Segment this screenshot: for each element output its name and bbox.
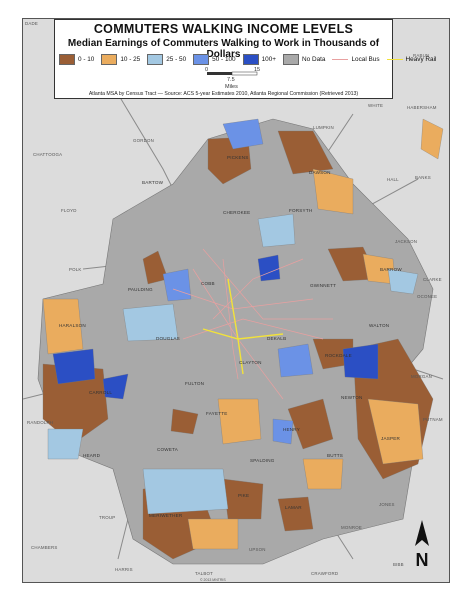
- outside-label-white: WHITE: [368, 103, 383, 108]
- county-label-walton: WALTON: [369, 323, 389, 328]
- outside-label-rabun: RABUN: [413, 53, 429, 58]
- scale-bar: 0 7.5 15 Miles: [205, 67, 265, 91]
- county-label-pike: PIKE: [238, 493, 249, 498]
- map-source: Atlanta MSA by Census Tract — Source: AC…: [88, 91, 359, 97]
- outside-label-harris: HARRIS: [115, 567, 133, 572]
- outside-label-hall: HALL: [387, 177, 399, 182]
- outside-label-clarke: CLARKE: [423, 277, 442, 282]
- legend-item: 100+: [242, 54, 277, 65]
- legend-swatch: [242, 54, 259, 65]
- county-label-jasper: JASPER: [381, 436, 401, 441]
- county-label-spalding: SPALDING: [250, 458, 275, 463]
- scale-tick-1: 7.5: [227, 77, 235, 83]
- scale-bar-graphic: [207, 71, 258, 76]
- legend-label: 25 - 50: [166, 56, 187, 63]
- legend-swatch: [101, 54, 118, 65]
- outside-label-talbot: TALBOT: [195, 571, 213, 576]
- county-label-butts: BUTTS: [327, 453, 343, 458]
- outside-label-floyd: FLOYD: [61, 208, 77, 213]
- outside-label-monroe: MONROE: [341, 525, 362, 530]
- county-label-coweta: COWETA: [157, 447, 179, 452]
- outside-label-polk: POLK: [69, 267, 82, 272]
- outside-label-chattooga: CHATTOOGA: [33, 152, 62, 157]
- outside-label-lumpkin: LUMPKIN: [313, 125, 334, 130]
- county-label-haralson: HARALSON: [59, 323, 86, 328]
- county-label-dawson: DAWSON: [309, 170, 331, 175]
- county-label-dekalb: DEKALB: [267, 336, 286, 341]
- legend-line-swatch: [332, 59, 349, 60]
- outside-label-morgan: MORGAN: [411, 374, 432, 379]
- outside-county-labels: DADE RABUN WHITE HABERSHAM LUMPKIN GORDO…: [25, 21, 443, 576]
- county-label-fulton: FULTON: [185, 381, 204, 386]
- legend-swatch: [283, 54, 300, 65]
- outside-label-crawford: CRAWFORD: [311, 571, 338, 576]
- legend-label: 100+: [261, 56, 277, 63]
- legend-row: 0 - 10 10 - 25 25 - 50 50 - 100 100+ No Data L…: [59, 54, 443, 65]
- legend-line-label: Local Bus: [351, 56, 380, 63]
- legend-item: 0 - 10: [59, 54, 94, 65]
- county-label-rockdale: ROCKDALE: [325, 353, 352, 358]
- outside-label-chambers: CHAMBERS: [31, 545, 57, 550]
- county-label-pickens: PICKENS: [227, 155, 249, 160]
- heavy-rail-lines: [202, 278, 284, 375]
- north-label: N: [416, 550, 429, 570]
- county-label-barrow: BARROW: [380, 267, 402, 272]
- outside-label-jackson: JACKSON: [395, 239, 417, 244]
- county-label-heard: HEARD: [83, 453, 101, 458]
- legend-line-item: Heavy Rail: [386, 56, 437, 63]
- legend-swatch: [193, 54, 210, 65]
- county-label-clayton: CLAYTON: [239, 360, 262, 365]
- county-label-meriwether: MERIWETHER: [149, 513, 183, 518]
- local-bus-routes: [172, 248, 333, 400]
- county-label-carroll: CARROLL: [89, 390, 112, 395]
- outside-label-putnam: PUTNAM: [423, 417, 443, 422]
- outside-label-jones: JONES: [379, 502, 395, 507]
- outside-label-dade: DADE: [25, 21, 38, 26]
- legend-line-item: Local Bus: [332, 56, 380, 63]
- north-arrow-icon: N: [415, 520, 429, 570]
- copyright-text: © 2013 MNTRIS: [200, 578, 226, 582]
- county-label-forsyth: FORSYTH: [289, 208, 312, 213]
- legend-line-label: Heavy Rail: [405, 56, 437, 63]
- legend-label: 10 - 25: [120, 56, 141, 63]
- outside-label-banks: BANKS: [415, 175, 431, 180]
- legend-label: No Data: [302, 56, 326, 63]
- county-label-lamar: LAMAR: [285, 505, 302, 510]
- county-label-newton: NEWTON: [341, 395, 363, 400]
- legend-item: No Data: [283, 54, 325, 65]
- county-label-bartow: BARTOW: [142, 180, 164, 185]
- county-label-gwinnett: GWINNETT: [310, 283, 336, 288]
- scale-tick-0: 0: [205, 67, 209, 73]
- map-canvas: PICKENS DAWSON FORSYTH CHEROKEE BARTOW C…: [23, 21, 444, 576]
- map-legend: COMMUTERS WALKING INCOME LEVELS Median E…: [54, 19, 436, 99]
- legend-item: 50 - 100: [193, 54, 236, 65]
- outside-label-habersham: HABERSHAM: [407, 105, 437, 110]
- map-frame: PICKENS DAWSON FORSYTH CHEROKEE BARTOW C…: [22, 18, 450, 583]
- outside-label-oconee: OCONEE: [417, 294, 437, 299]
- county-label-fayette: FAYETTE: [206, 411, 227, 416]
- legend-label: 50 - 100: [212, 56, 236, 63]
- map-title: COMMUTERS WALKING INCOME LEVELS: [93, 22, 354, 36]
- legend-line-swatch: [386, 59, 403, 60]
- metro-region: [37, 118, 434, 565]
- county-label-paulding: PAULDING: [128, 287, 153, 292]
- county-label-cobb: COBB: [201, 281, 215, 286]
- scale-unit: Miles: [225, 84, 238, 90]
- county-labels: PICKENS DAWSON FORSYTH CHEROKEE BARTOW C…: [59, 155, 402, 518]
- outside-label-gordon: GORDON: [133, 138, 154, 143]
- outside-label-randolph: RANDOLPH: [27, 420, 53, 425]
- legend-label: 0 - 10: [78, 56, 95, 63]
- outside-label-upson: UPSON: [249, 547, 266, 552]
- legend-swatch: [147, 54, 164, 65]
- legend-item: 10 - 25: [101, 54, 140, 65]
- outside-label-bibb: BIBB: [393, 562, 404, 567]
- county-label-douglas: DOUGLAS: [156, 336, 180, 341]
- county-label-henry: HENRY: [283, 427, 300, 432]
- scale-tick-2: 15: [254, 67, 261, 73]
- map-subtitle: Median Earnings of Commuters Walking to …: [67, 38, 380, 60]
- legend-swatch: [59, 54, 75, 65]
- legend-item: 25 - 50: [147, 54, 186, 65]
- county-label-cherokee: CHEROKEE: [223, 210, 250, 215]
- outside-label-troup: TROUP: [99, 515, 115, 520]
